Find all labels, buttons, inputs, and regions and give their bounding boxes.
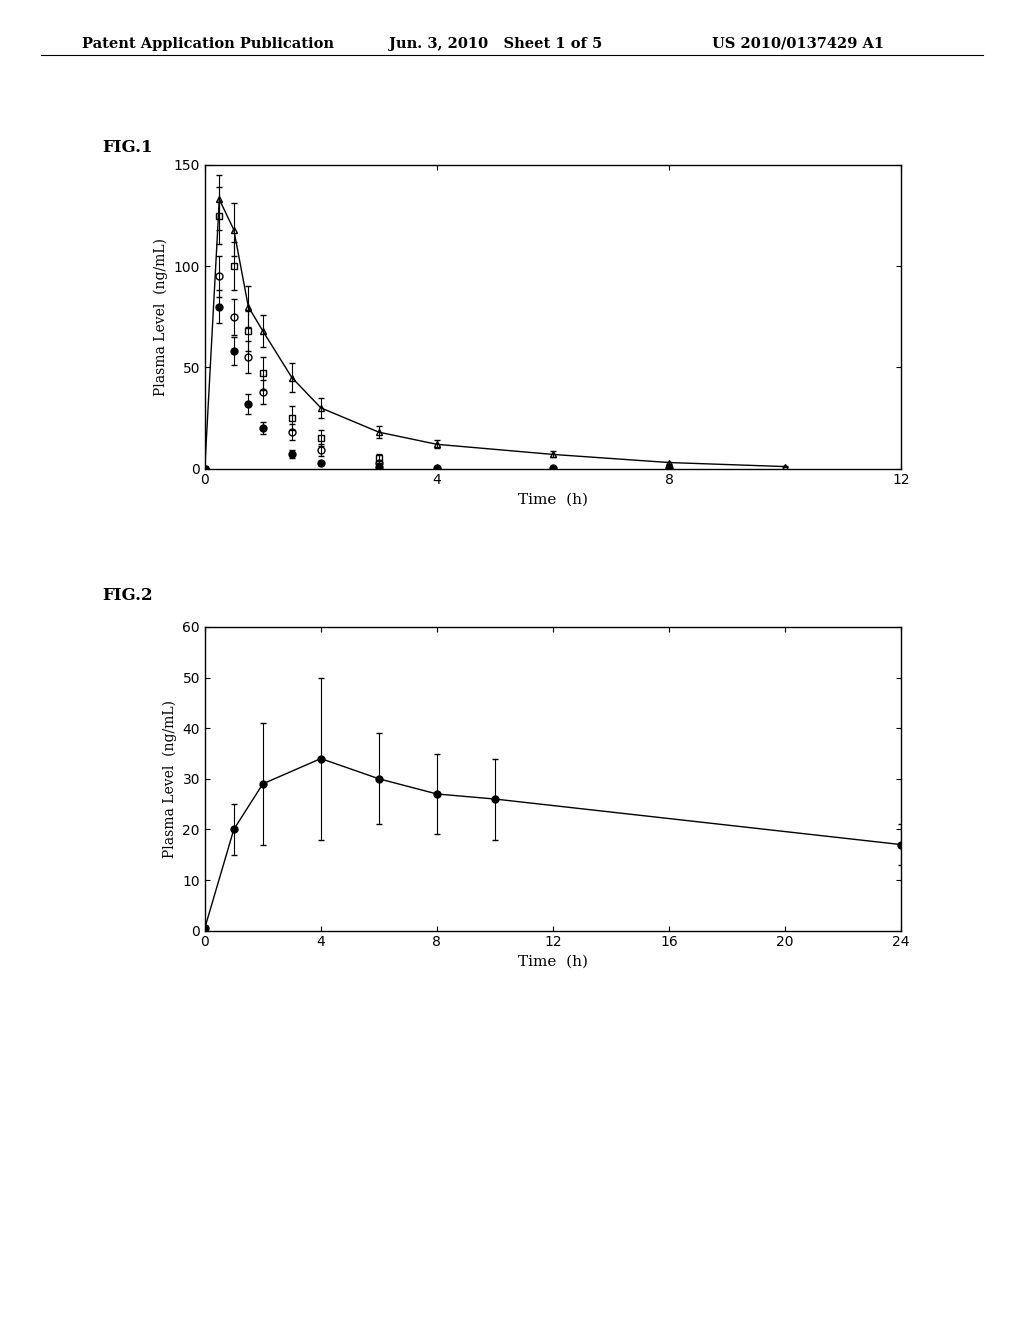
X-axis label: Time  (h): Time (h) <box>518 954 588 969</box>
Text: Patent Application Publication: Patent Application Publication <box>82 37 334 51</box>
Y-axis label: Plasma Level  (ng/mL): Plasma Level (ng/mL) <box>154 238 168 396</box>
Y-axis label: Plasma Level  (ng/mL): Plasma Level (ng/mL) <box>163 700 177 858</box>
Text: FIG.2: FIG.2 <box>102 587 153 605</box>
Text: FIG.1: FIG.1 <box>102 139 153 156</box>
Text: Jun. 3, 2010   Sheet 1 of 5: Jun. 3, 2010 Sheet 1 of 5 <box>389 37 602 51</box>
Text: US 2010/0137429 A1: US 2010/0137429 A1 <box>712 37 884 51</box>
X-axis label: Time  (h): Time (h) <box>518 492 588 507</box>
